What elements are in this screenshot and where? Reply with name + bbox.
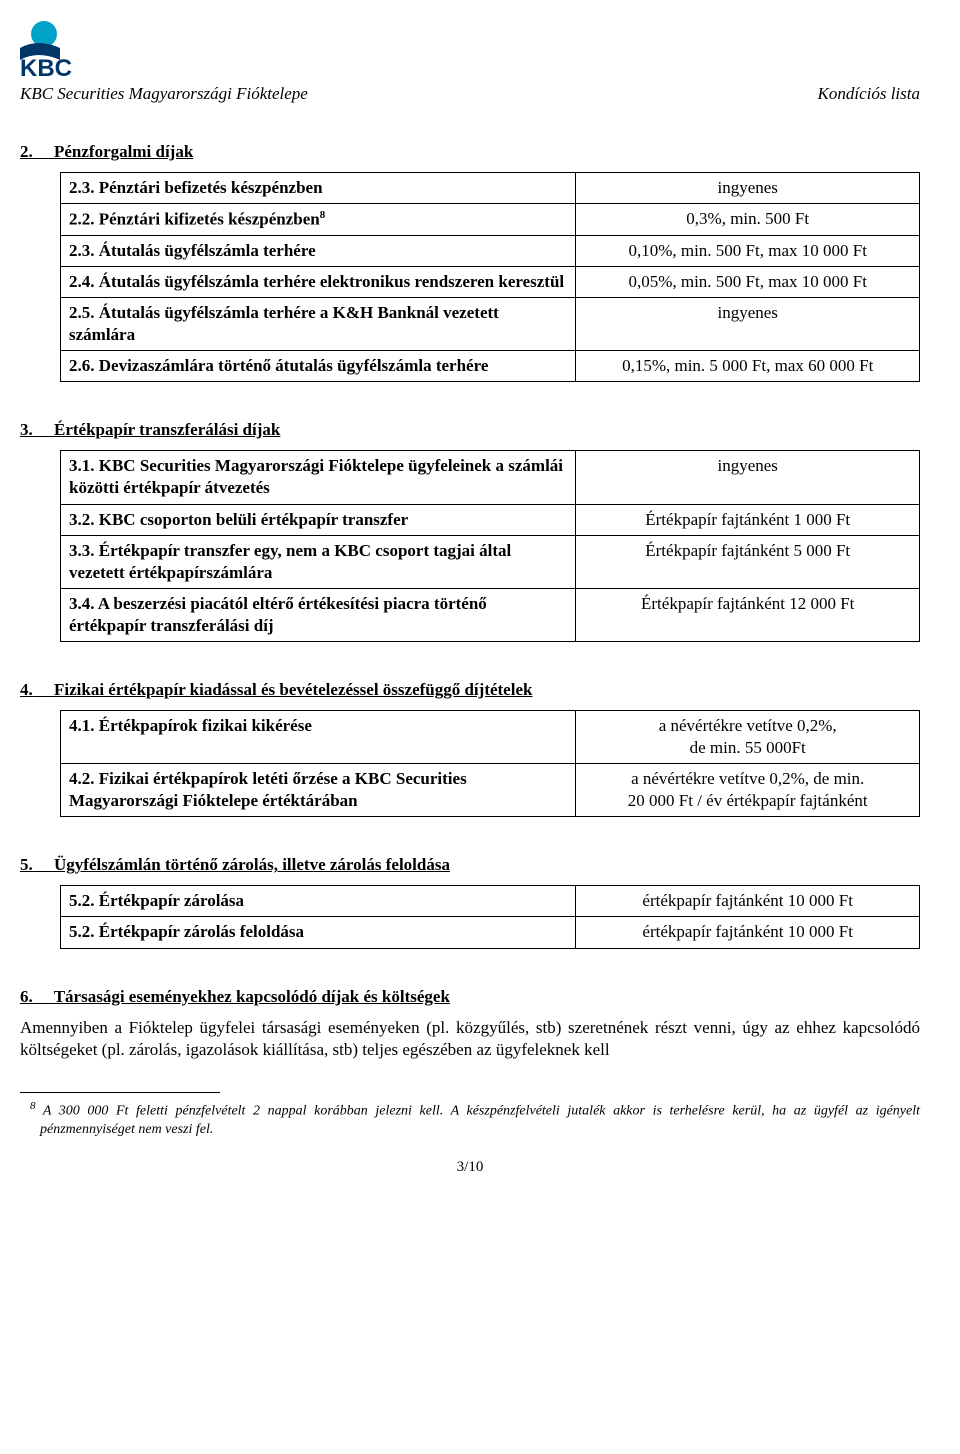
table-row: 5.2. Értékpapír zárolás feloldásaértékpa… [61,917,920,948]
section-3-heading: 3. Értékpapír transzferálási díjak [20,420,920,440]
section-6-heading: 6. Társasági eseményekhez kapcsolódó díj… [20,987,920,1007]
fee-value: ingyenes [576,451,920,504]
table-row: 5.2. Értékpapír zárolásaértékpapír fajtá… [61,886,920,917]
footnote-8: 8 A 300 000 Ft feletti pénzfelvételt 2 n… [20,1099,920,1139]
section-4-heading: 4. Fizikai értékpapír kiadással és bevét… [20,680,920,700]
table-row: 2.3. Átutalás ügyfélszámla terhére0,10%,… [61,235,920,266]
fee-value: értékpapír fajtánként 10 000 Ft [576,917,920,948]
section-6-body: Amennyiben a Fióktelep ügyfelei társaság… [20,1017,920,1063]
table-row: 2.3. Pénztári befizetés készpénzbeningye… [61,173,920,204]
fee-value: ingyenes [576,173,920,204]
header-doc-title: Kondíciós lista [818,84,920,104]
section-3-num: 3. [20,420,33,439]
page: KBC KBC Securities Magyarországi Fióktel… [0,0,960,1196]
fee-value: értékpapír fajtánként 10 000 Ft [576,886,920,917]
section-5-num: 5. [20,855,33,874]
section-4-title: Fizikai értékpapír kiadással és bevétele… [54,680,532,699]
fee-label: 2.6. Devizaszámlára történő átutalás ügy… [61,351,576,382]
page-number: 3/10 [20,1159,920,1176]
fee-value: 0,3%, min. 500 Ft [576,204,920,236]
section-3-table: 3.1. KBC Securities Magyarországi Fiókte… [60,450,920,642]
fee-label: 3.1. KBC Securities Magyarországi Fiókte… [61,451,576,504]
fee-label: 2.3. Pénztári befizetés készpénzben [61,173,576,204]
fee-label: 2.3. Átutalás ügyfélszámla terhére [61,235,576,266]
fee-label: 3.2. KBC csoporton belüli értékpapír tra… [61,504,576,535]
fee-value: 0,05%, min. 500 Ft, max 10 000 Ft [576,266,920,297]
table-row: 4.1. Értékpapírok fizikai kikérésea névé… [61,710,920,763]
section-5-heading: 5. Ügyfélszámlán történő zárolás, illetv… [20,855,920,875]
logo-block: KBC KBC Securities Magyarországi Fióktel… [20,20,308,104]
header-company: KBC Securities Magyarországi Fióktelepe [20,84,308,104]
section-6-num: 6. [20,987,33,1006]
fee-label: 2.4. Átutalás ügyfélszámla terhére elekt… [61,266,576,297]
table-row: 3.2. KBC csoporton belüli értékpapír tra… [61,504,920,535]
fee-label: 5.2. Értékpapír zárolás feloldása [61,917,576,948]
fee-value: 0,10%, min. 500 Ft, max 10 000 Ft [576,235,920,266]
fee-value: Értékpapír fajtánként 5 000 Ft [576,535,920,588]
section-2-table: 2.3. Pénztári befizetés készpénzbeningye… [60,172,920,382]
section-3-title: Értékpapír transzferálási díjak [54,420,280,439]
kbc-logo-icon: KBC [20,20,92,80]
section-4-num: 4. [20,680,33,699]
fee-label: 3.4. A beszerzési piacától eltérő értéke… [61,588,576,641]
table-row: 3.4. A beszerzési piacától eltérő értéke… [61,588,920,641]
kbc-logo-text: KBC [20,55,72,80]
fee-value: a névértékre vetítve 0,2%, de min.20 000… [576,764,920,817]
section-4-table: 4.1. Értékpapírok fizikai kikérésea névé… [60,710,920,817]
table-row: 4.2. Fizikai értékpapírok letéti őrzése … [61,764,920,817]
table-row: 3.1. KBC Securities Magyarországi Fiókte… [61,451,920,504]
fee-label: 4.1. Értékpapírok fizikai kikérése [61,710,576,763]
footnote-ref: 8 [320,209,326,221]
footnote-marker: 8 [30,1100,36,1112]
section-2-heading: 2. Pénzforgalmi díjak [20,142,920,162]
fee-label: 5.2. Értékpapír zárolása [61,886,576,917]
fee-value: Értékpapír fajtánként 12 000 Ft [576,588,920,641]
fee-label: 3.3. Értékpapír transzfer egy, nem a KBC… [61,535,576,588]
footnote-separator [20,1092,220,1093]
fee-label: 4.2. Fizikai értékpapírok letéti őrzése … [61,764,576,817]
fee-value: ingyenes [576,298,920,351]
fee-value: a névértékre vetítve 0,2%,de min. 55 000… [576,710,920,763]
section-2-num: 2. [20,142,33,161]
table-row: 3.3. Értékpapír transzfer egy, nem a KBC… [61,535,920,588]
table-row: 2.2. Pénztári kifizetés készpénzben80,3%… [61,204,920,236]
section-5-title: Ügyfélszámlán történő zárolás, illetve z… [54,855,450,874]
fee-value: 0,15%, min. 5 000 Ft, max 60 000 Ft [576,351,920,382]
section-6-title: Társasági eseményekhez kapcsolódó díjak … [54,987,450,1006]
footnote-text: A 300 000 Ft feletti pénzfelvételt 2 nap… [40,1104,920,1137]
table-row: 2.4. Átutalás ügyfélszámla terhére elekt… [61,266,920,297]
fee-label: 2.5. Átutalás ügyfélszámla terhére a K&H… [61,298,576,351]
section-5-table: 5.2. Értékpapír zárolásaértékpapír fajtá… [60,885,920,948]
fee-label: 2.2. Pénztári kifizetés készpénzben8 [61,204,576,236]
fee-value: Értékpapír fajtánként 1 000 Ft [576,504,920,535]
table-row: 2.5. Átutalás ügyfélszámla terhére a K&H… [61,298,920,351]
page-header: KBC KBC Securities Magyarországi Fióktel… [20,20,920,104]
section-2-title: Pénzforgalmi díjak [54,142,193,161]
table-row: 2.6. Devizaszámlára történő átutalás ügy… [61,351,920,382]
